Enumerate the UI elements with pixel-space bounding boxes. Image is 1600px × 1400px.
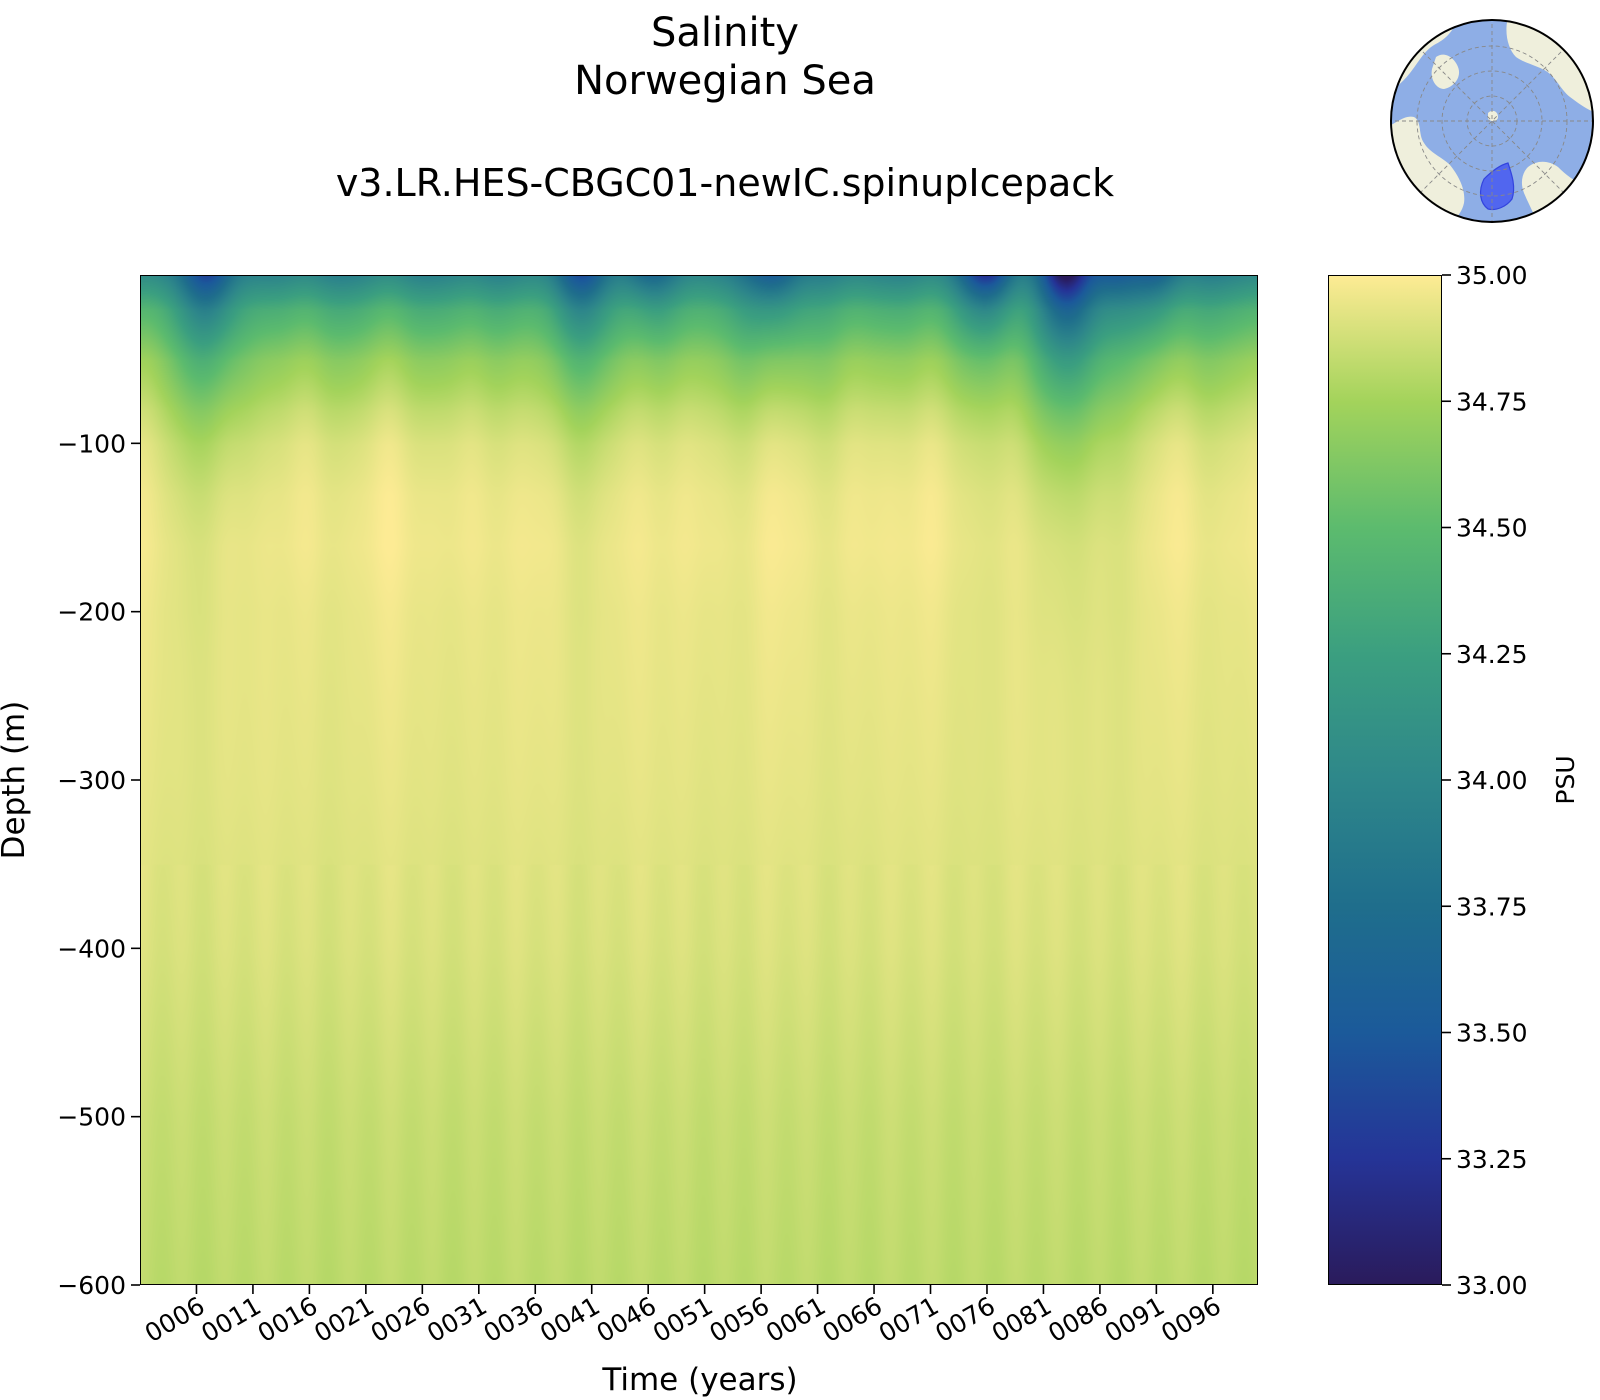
x-tick-label: 0016 — [253, 1291, 323, 1348]
x-axis: 0006001100160021002600310036004100460051… — [140, 1285, 1226, 1348]
x-tick-label: 0051 — [648, 1291, 718, 1348]
colorbar-tick-label: 33.00 — [1456, 1271, 1528, 1300]
x-tick-label: 0041 — [535, 1291, 605, 1348]
y-axis-label: Depth (m) — [0, 701, 32, 860]
colorbar-tick-label: 33.75 — [1456, 892, 1528, 921]
salinity-heatmap — [141, 276, 1257, 1284]
colorbar-axis: 33.00 33.25 33.50 33.75 34.00 34.25 34.50 34.75… — [1442, 261, 1528, 1300]
chart-title-line-2: Norwegian Sea — [574, 58, 876, 104]
colorbar-label: PSU — [1551, 755, 1580, 804]
x-tick-label: 0011 — [196, 1291, 266, 1348]
x-tick-label: 0071 — [874, 1291, 944, 1348]
y-tick-label: −400 — [57, 934, 126, 963]
x-tick-label: 0006 — [140, 1291, 210, 1348]
x-tick-label: 0076 — [930, 1291, 1000, 1348]
colorbar-tick-label: 34.00 — [1456, 766, 1528, 795]
x-tick-label: 0091 — [1100, 1291, 1170, 1348]
y-tick-label: −600 — [57, 1271, 126, 1300]
colorbar-tick-label: 35.00 — [1456, 261, 1528, 290]
colorbar-tick-label: 34.25 — [1456, 640, 1528, 669]
colorbar — [1328, 275, 1442, 1285]
x-tick-label: 0021 — [309, 1291, 379, 1348]
x-tick-label: 0056 — [705, 1291, 775, 1348]
x-tick-label: 0031 — [422, 1291, 492, 1348]
chart-title-line-1: Salinity — [651, 10, 799, 56]
x-tick-label: 0036 — [479, 1291, 549, 1348]
x-tick-label: 0086 — [1043, 1291, 1113, 1348]
colorbar-tick-label: 34.75 — [1456, 387, 1528, 416]
y-axis: −100 −200 −300 −400 −500 −600 — [57, 429, 140, 1300]
colorbar-tick-label: 33.25 — [1456, 1145, 1528, 1174]
y-tick-label: −100 — [57, 429, 126, 458]
x-tick-label: 0096 — [1156, 1291, 1226, 1348]
colorbar-tick-label: 34.50 — [1456, 514, 1528, 543]
y-tick-label: −500 — [57, 1103, 126, 1132]
y-tick-label: −200 — [57, 598, 126, 627]
x-axis-label: Time (years) — [601, 1362, 797, 1398]
y-tick-label: −300 — [57, 766, 126, 795]
x-tick-label: 0061 — [761, 1291, 831, 1348]
x-tick-label: 0026 — [366, 1291, 436, 1348]
x-tick-label: 0081 — [987, 1291, 1057, 1348]
heatmap-plot-area — [140, 275, 1258, 1285]
x-tick-label: 0066 — [817, 1291, 887, 1348]
colorbar-tick-label: 33.50 — [1456, 1019, 1528, 1048]
chart-subtitle: v3.LR.HES-CBGC01-newIC.spinupIcepack — [335, 161, 1115, 205]
north-polar-region-map-icon — [1390, 19, 1594, 223]
x-tick-label: 0046 — [592, 1291, 662, 1348]
